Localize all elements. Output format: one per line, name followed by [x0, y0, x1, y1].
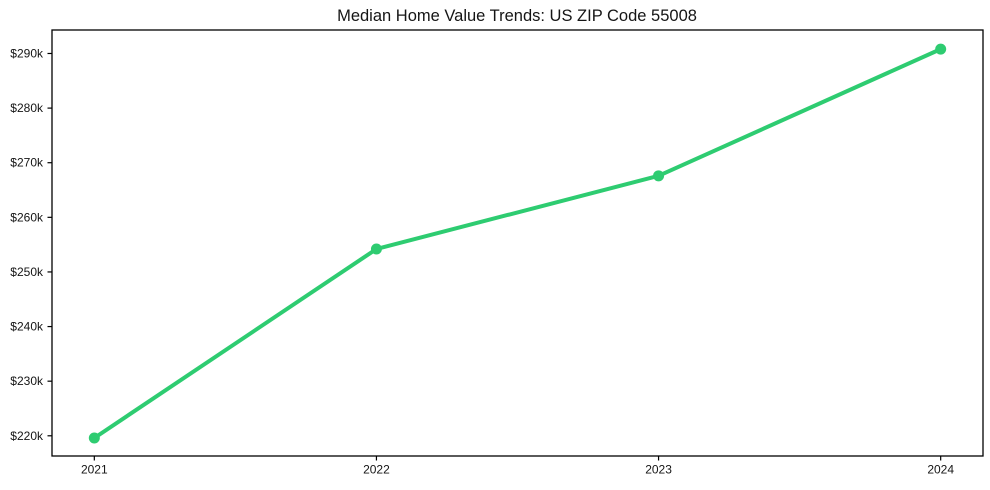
y-tick-label: $250k: [10, 265, 44, 279]
x-tick-label: 2024: [927, 463, 954, 477]
x-tick-label: 2021: [81, 463, 108, 477]
x-tick-label: 2022: [363, 463, 390, 477]
y-tick-label: $290k: [10, 46, 44, 60]
y-axis: $220k $230k $240k $250k $260k $270k $280k $290k: [10, 46, 52, 443]
data-point: [88, 432, 100, 444]
y-tick-label: $230k: [10, 374, 44, 388]
data-point: [935, 43, 947, 55]
y-tick-label: $260k: [10, 210, 44, 224]
x-tick-label: 2023: [645, 463, 672, 477]
plot-area-border: [51, 29, 984, 457]
y-tick-label: $280k: [10, 101, 44, 115]
data-point: [653, 170, 665, 182]
y-tick-label: $240k: [10, 320, 44, 334]
trend-line-series: [88, 43, 947, 444]
trend-line: [92, 47, 943, 440]
data-point: [370, 243, 382, 255]
chart-title: Median Home Value Trends: US ZIP Code 55…: [337, 7, 697, 25]
y-tick-label: $270k: [10, 156, 44, 170]
y-tick-label: $220k: [10, 429, 44, 443]
x-axis: 2021 2022 2023 2024: [81, 456, 954, 477]
